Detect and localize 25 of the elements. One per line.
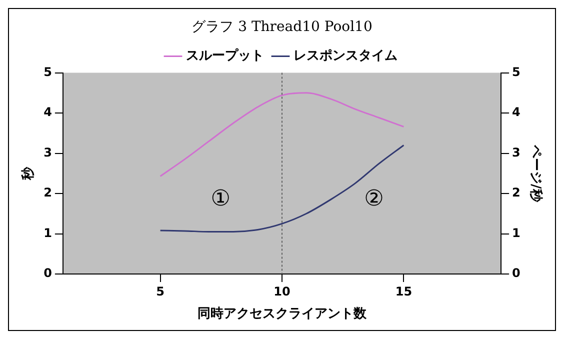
line-series	[160, 92, 404, 177]
y2-tick-label: 1	[512, 226, 520, 240]
x-axis-title: 同時アクセスクライアント数	[198, 306, 368, 322]
x-tick-label: 5	[156, 284, 164, 298]
y2-axis-title: ページ/秒	[528, 144, 543, 203]
y-tick-label: 3	[44, 145, 52, 160]
annotation: ①	[210, 186, 231, 212]
y-tick-label: 4	[44, 105, 52, 120]
chart-title: グラフ 3 Thread10 Pool10	[192, 19, 372, 36]
line-series	[160, 144, 404, 232]
y-tick-label: 0	[44, 266, 52, 280]
y-axis-title: 秒	[21, 166, 36, 181]
y-tick-label: 5	[44, 64, 52, 79]
x-tick-label: 15	[395, 284, 412, 298]
x-tick-label: 10	[274, 284, 290, 298]
annotation: ②	[364, 186, 384, 212]
y2-tick-label: 4	[512, 105, 520, 120]
y-tick-label: 1	[44, 226, 52, 240]
y-tick-label: 2	[44, 186, 52, 200]
y2-tick-label: 2	[512, 186, 520, 200]
y2-tick-label: 0	[512, 266, 520, 280]
legend-label: スループット	[186, 48, 264, 64]
legend-label: レスポンスタイム	[294, 48, 398, 64]
y2-tick-label: 3	[512, 145, 520, 160]
y2-tick-label: 5	[512, 64, 520, 79]
